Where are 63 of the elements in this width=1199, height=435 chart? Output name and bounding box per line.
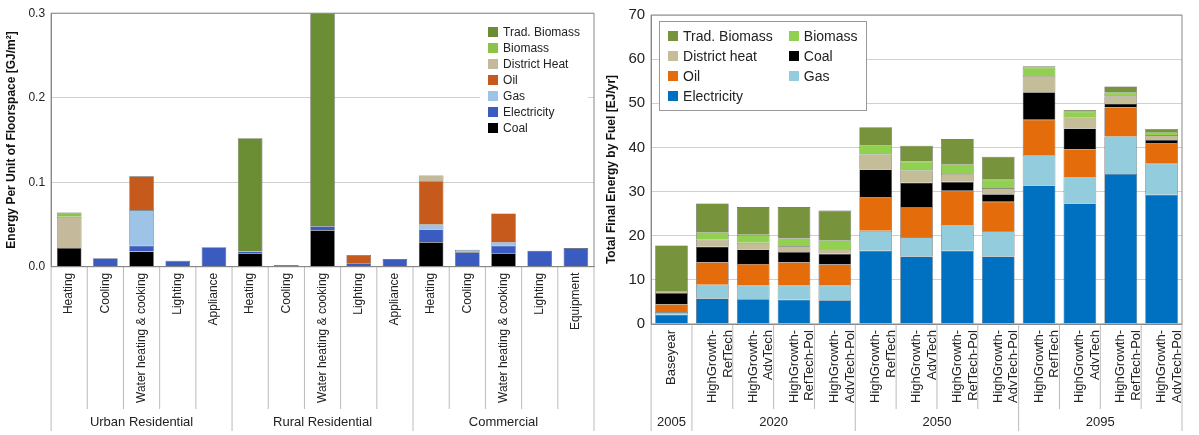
legend-label: Gas: [503, 89, 526, 104]
x-tick-label: HighGrowth-AdvTech: [908, 330, 939, 403]
legend-label: Trad. Biomass: [503, 25, 580, 40]
y-tick-label: 0.3: [28, 5, 46, 20]
text: 2050: [922, 414, 952, 430]
x-tick-label: Lighting: [351, 272, 366, 315]
x-tick-label: Water heating & cooking: [133, 272, 148, 403]
x-tick-label: HighGrowth-AdvTech: [1071, 330, 1103, 403]
y-tick-label: 0.0: [28, 259, 46, 274]
text: Rural Residential: [273, 414, 373, 430]
legend-label: Gas: [803, 68, 830, 84]
legend-label: Oil: [683, 68, 701, 84]
y-tick-label: 30: [628, 181, 646, 199]
legend-label: Electricity: [503, 105, 555, 120]
x-tick-label: Baseyear: [663, 329, 679, 385]
x-tick-label: Lighting: [170, 272, 185, 315]
y-tick-label: 70: [628, 5, 646, 23]
x-tick-label: Cooling: [278, 272, 293, 314]
legend-label: Electricity: [683, 88, 743, 104]
x-tick-label: Cooling: [97, 272, 112, 314]
x-tick-label: Appliance: [387, 272, 402, 326]
x-tick-label: HighGrowth-RefTech-Pol: [948, 329, 980, 403]
y-tick-label: 60: [628, 49, 646, 67]
y-tick-label: 50: [628, 93, 646, 111]
x-tick-label: Water heating & cooking: [314, 272, 329, 403]
legend-label: Coal: [503, 121, 528, 136]
x-tick-label: Equipment: [568, 272, 583, 331]
y-axis-title: Energy Per Unit of Floorspace [GJ/m²]: [3, 31, 18, 249]
x-tick-label: HighGrowth-RefTech: [703, 330, 735, 403]
legend-label: District heat: [683, 48, 757, 64]
legend-label: Trad. Biomass: [683, 28, 773, 44]
legend-label: Oil: [503, 73, 518, 88]
y-tick-label: 40: [628, 137, 646, 155]
x-tick-label: HighGrowth-RefTech-Pol: [785, 329, 817, 403]
y-axis-title: Total Final Energy by Fuel [EJ/yr]: [603, 74, 618, 265]
y-tick-label: 0.2: [28, 90, 46, 105]
x-tick-label: HighGrowth-AdvTech-Pol: [826, 329, 858, 404]
text: Urban Residential: [89, 414, 194, 430]
x-tick-label: HighGrowth-AdvTech-Pol: [1153, 329, 1184, 404]
x-tick-label: Heating: [61, 272, 76, 315]
legend-label: Biomass: [803, 28, 858, 44]
x-tick-label: HighGrowth-AdvTech-Pol: [989, 329, 1021, 404]
x-tick-label: Lighting: [532, 272, 547, 315]
text: 2005: [657, 414, 686, 430]
x-tick-label: Appliance: [206, 272, 221, 326]
y-tick-label: 0.1: [28, 174, 46, 189]
legend-label: Biomass: [503, 41, 550, 56]
x-tick-label: Water heating & cooking: [495, 272, 510, 403]
x-tick-label: Heating: [242, 272, 257, 315]
text: 2020: [759, 414, 789, 430]
y-tick-label: 0: [636, 314, 646, 332]
legend-label: Coal: [803, 48, 833, 64]
text: 2095: [1085, 414, 1115, 430]
legend-label: District Heat: [503, 57, 569, 72]
x-tick-label: HighGrowth-RefTech: [1030, 330, 1062, 403]
y-tick-label: 20: [628, 225, 646, 243]
x-tick-label: HighGrowth-AdvTech: [744, 330, 776, 403]
x-tick-label: Cooling: [459, 272, 474, 314]
y-tick-label: 10: [628, 270, 646, 288]
x-tick-label: Heating: [423, 272, 438, 315]
x-tick-label: HighGrowth-RefTech: [867, 330, 898, 403]
text: Commercial: [468, 414, 539, 430]
x-tick-label: HighGrowth-RefTech-Pol: [1112, 329, 1143, 403]
